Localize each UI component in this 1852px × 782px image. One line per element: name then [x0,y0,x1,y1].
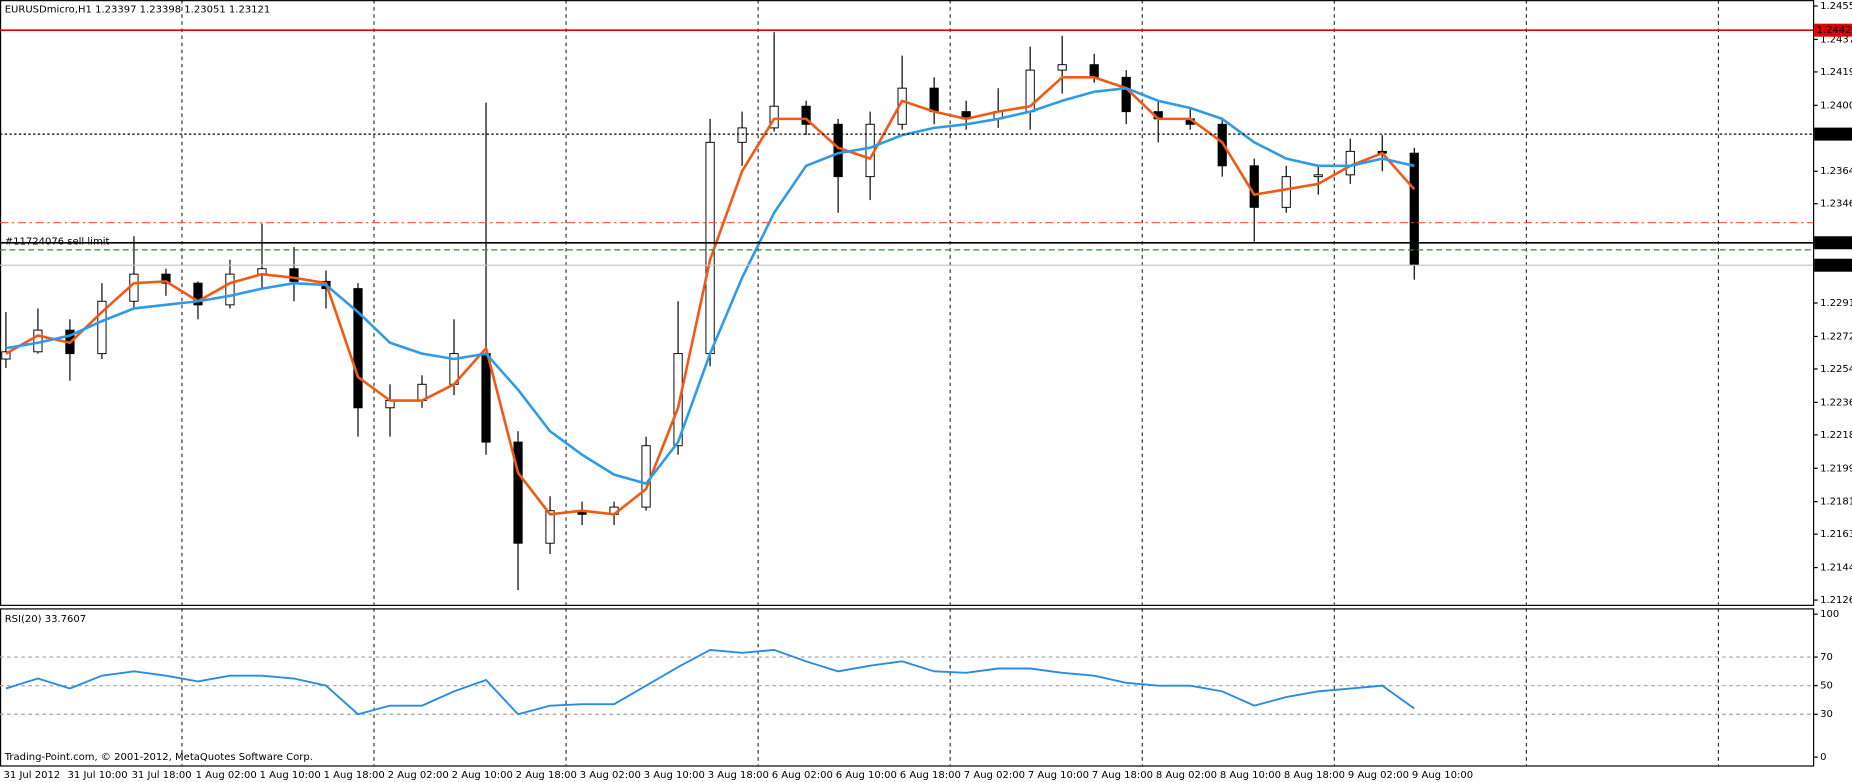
x-tick-label: 6 Aug 02:00 [772,770,833,781]
moving-average [5,76,1416,516]
x-tick-label: 31 Jul 10:00 [68,770,128,781]
price-tag-label: 1.23121 [1817,260,1852,271]
y-tick-label: 1.22910 [1820,298,1852,309]
y-tick-label: 1.23640 [1820,166,1852,177]
x-tick-label: 6 Aug 10:00 [836,770,897,781]
y-tick-label: 0 [1820,752,1826,763]
footer: Trading-Point.com, © 2001-2012, MetaQuot… [4,752,313,763]
x-tick-label: 6 Aug 18:00 [900,770,961,781]
x-tick-label: 8 Aug 18:00 [1284,770,1345,781]
x-tick-label: 3 Aug 18:00 [708,770,769,781]
x-tick-label: 1 Aug 10:00 [260,770,321,781]
candle-body [1121,76,1131,113]
candle-body [769,105,779,129]
candle-body [1249,165,1259,208]
y-tick-label: 1.22545 [1820,364,1852,375]
rsi-line [5,648,1415,716]
candle-body [129,273,139,302]
x-tick-label: 2 Aug 10:00 [452,770,513,781]
chart-title: EURUSDmicro,H1 1.23397 1.23398 1.23051 1… [5,4,271,15]
candle-body [673,353,683,447]
x-tick-label: 1 Aug 02:00 [196,770,257,781]
candle-body [1345,150,1355,176]
y-tick-label: 30 [1820,709,1833,720]
candle-body [481,353,491,443]
price-tag [1814,258,1852,272]
y-tick-label: 1.23460 [1820,199,1852,210]
y-tick-label: 1.22725 [1820,331,1852,342]
candle-body [289,268,299,282]
y-tick-label: 1.21265 [1820,595,1852,606]
rsi-title: RSI(20) 33.7607 [5,614,86,625]
y-tick-label: 1.24190 [1820,67,1852,78]
x-tick-label: 2 Aug 18:00 [516,770,577,781]
y-tick-label: 100 [1820,609,1839,620]
y-tick-label: 1.22360 [1820,397,1852,408]
y-tick-label: 1.21445 [1820,563,1852,574]
x-tick-label: 3 Aug 10:00 [644,770,705,781]
order-label: #11724076 sell limit [5,237,110,248]
x-tick-label: 31 Jul 2012 [4,770,61,781]
x-tick-label: 7 Aug 02:00 [964,770,1025,781]
y-tick-label: 1.21995 [1820,463,1852,474]
candle-body [929,87,939,113]
x-tick-label: 31 Jul 18:00 [132,770,192,781]
x-tick-label: 1 Aug 18:00 [324,770,385,781]
price-tag-label: 1.24425 [1817,25,1852,36]
y-tick-label: 50 [1820,681,1833,692]
y-tick-label: 70 [1820,652,1833,663]
x-tick-label: 2 Aug 02:00 [388,770,449,781]
candle-body [1313,174,1323,178]
x-tick-label: 7 Aug 10:00 [1028,770,1089,781]
candle-body [545,510,555,544]
candle-body [833,123,843,178]
moving-average [5,86,1415,485]
price-tag-label: 1.23850 [1817,129,1852,140]
candle-body [865,123,875,178]
candle-body [801,105,811,125]
candle-body [1089,64,1099,78]
candle-body [1217,123,1227,167]
x-tick-label: 7 Aug 18:00 [1092,770,1153,781]
x-tick-label: 8 Aug 10:00 [1220,770,1281,781]
y-tick-label: 1.21630 [1820,529,1852,540]
rsi-frame [0,608,1815,767]
candle-body [225,273,235,306]
y-tick-label: 1.22180 [1820,430,1852,441]
y-tick-label: 1.24005 [1820,100,1852,111]
candle-body [1281,176,1291,208]
price-tag [1814,127,1852,141]
candle-body [737,127,747,143]
candle-body [353,288,363,409]
price-tag-label: 1.23250 [1817,238,1852,249]
y-tick-label: 1.21810 [1820,497,1852,508]
candle-body [1057,64,1067,71]
x-tick-label: 3 Aug 02:00 [580,770,641,781]
price-tag [1814,236,1852,250]
candle-body [1,351,11,360]
y-tick-label: 1.24370 [1820,34,1852,45]
price-tag [1814,23,1852,37]
candle-body [97,300,107,355]
candle-body [193,282,203,306]
candle-body [513,441,523,544]
candle-body [641,445,651,508]
day-separators [181,0,1719,766]
candle-body [161,273,171,284]
candle-body [1409,152,1419,266]
x-tick-label: 9 Aug 02:00 [1348,770,1409,781]
x-tick-label: 8 Aug 02:00 [1156,770,1217,781]
x-tick-label: 9 Aug 10:00 [1412,770,1473,781]
y-tick-label: 1.24555 [1820,1,1852,12]
